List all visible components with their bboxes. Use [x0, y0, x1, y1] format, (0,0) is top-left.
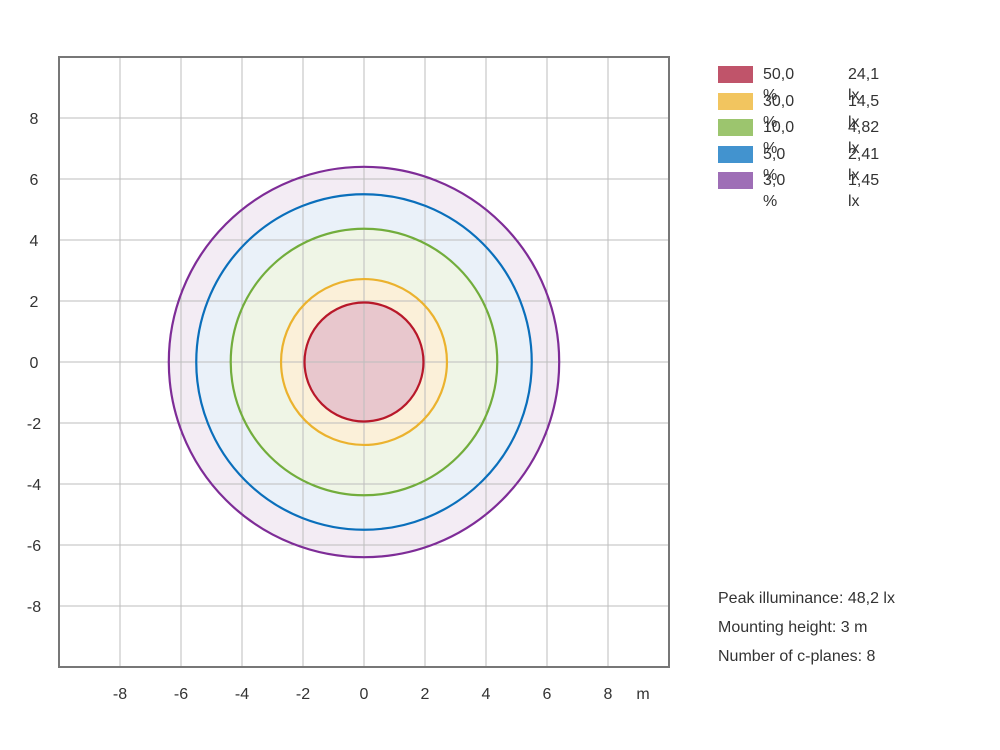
contour-line: [279, 277, 449, 447]
x-tick-label: 6: [543, 686, 552, 703]
x-tick-label: 8: [604, 686, 613, 703]
legend-swatch: [718, 66, 753, 83]
legend-lux: 4,82 lx: [848, 119, 880, 157]
legend-percent: 10,0 %: [763, 119, 795, 157]
x-tick-label: -2: [296, 686, 310, 703]
contour-line: [303, 301, 425, 423]
legend-swatch: [718, 92, 753, 110]
c-planes-text: Number of c-planes: 8: [718, 648, 876, 665]
legend-swatch: [718, 119, 753, 136]
x-tick-label: -4: [235, 686, 249, 703]
x-tick-label: 0: [360, 686, 369, 703]
legend-lux: 14,5 lx: [848, 92, 880, 131]
y-tick-label: -4: [27, 477, 41, 494]
contour-lines: [167, 165, 561, 559]
legend-lux: 2,41 lx: [848, 145, 880, 184]
y-tick-label: 4: [30, 233, 39, 250]
y-tick-label: -6: [27, 538, 41, 555]
y-tick-label: 0: [30, 355, 39, 372]
x-unit-label: m: [636, 686, 649, 703]
legend-percent: 5,0 %: [763, 145, 786, 184]
y-tick-label: 8: [30, 111, 39, 128]
x-tick-label: 4: [482, 686, 491, 703]
plot-frame: [58, 56, 670, 668]
contour-line: [229, 227, 499, 497]
contour-line: [195, 193, 533, 531]
x-tick-labels: -8 -6 -4 -2 0 2 4 6 8: [113, 686, 613, 703]
legend-swatch: [718, 145, 753, 163]
peak-illuminance-text: Peak illuminance: 48,2 lx: [718, 590, 895, 607]
info-panel: Peak illuminance: 48,2 lx Mounting heigh…: [718, 584, 895, 671]
y-tick-labels: 8 6 4 2 0 -2 -4 -6 -8: [27, 111, 41, 616]
y-tick-label: -8: [27, 599, 41, 616]
contour-line: [167, 165, 561, 559]
legend-percent: 30,0 %: [763, 92, 795, 131]
legend-percent: 50,0 %: [763, 66, 795, 104]
mounting-height-text: Mounting height: 3 m: [718, 619, 868, 636]
legend-lux: 24,1 lx: [848, 66, 880, 104]
y-tick-label: -2: [27, 416, 41, 433]
x-tick-label: 2: [421, 686, 430, 703]
legend-swatch: [718, 172, 753, 189]
x-tick-label: -8: [113, 686, 127, 703]
legend-lux: 1,45 lx: [848, 172, 880, 210]
grid-lines: [59, 57, 669, 667]
y-tick-label: 2: [30, 294, 39, 311]
legend-percent: 3,0 %: [763, 172, 786, 210]
y-tick-label: 6: [30, 172, 39, 189]
x-tick-label: -6: [174, 686, 188, 703]
